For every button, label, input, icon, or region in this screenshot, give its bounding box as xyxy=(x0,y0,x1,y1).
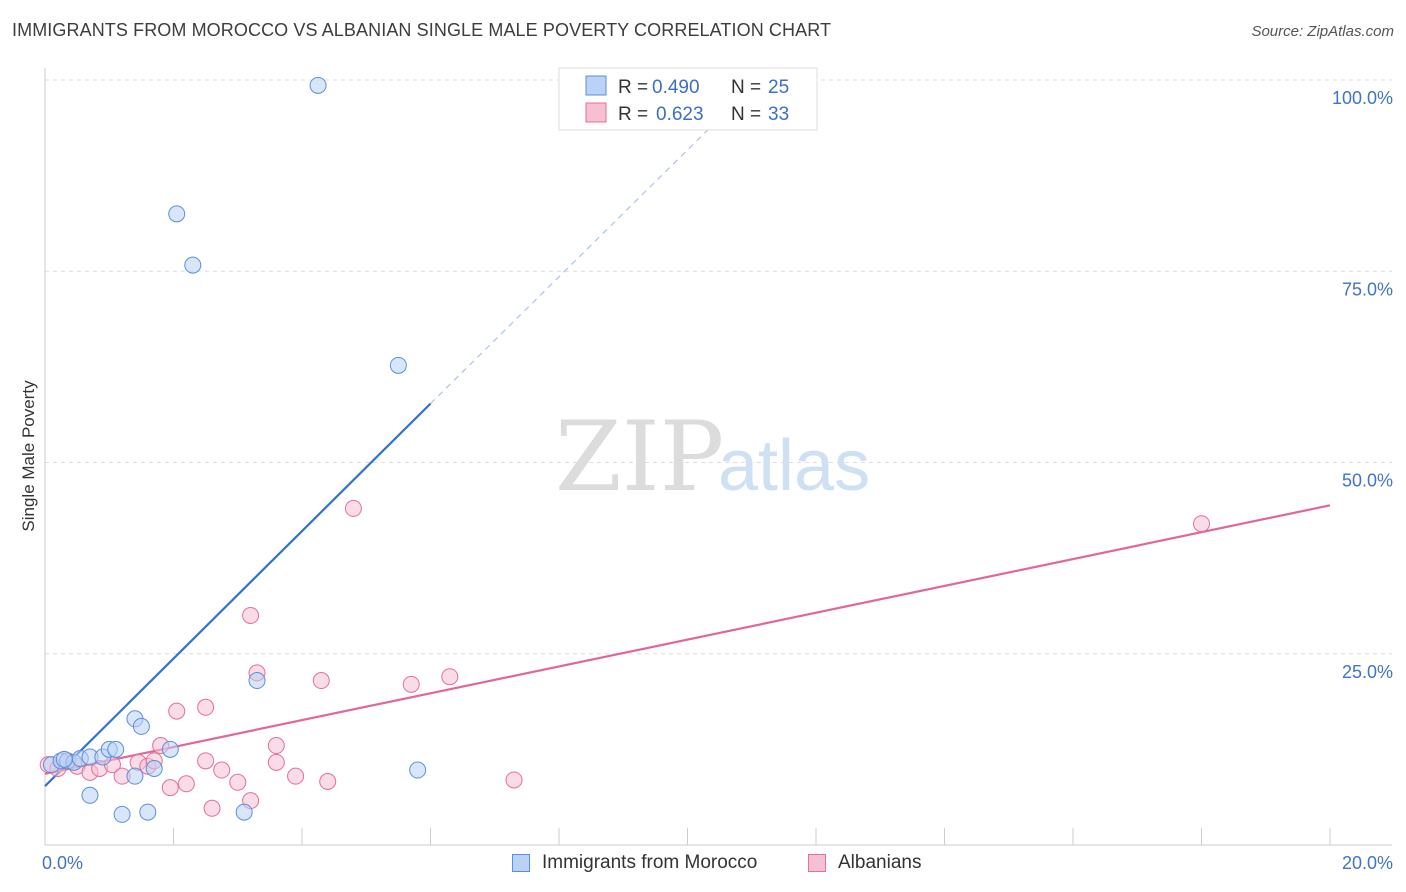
point-morocco xyxy=(139,803,157,821)
legend-label-morocco: Immigrants from Morocco xyxy=(542,852,758,873)
watermark-zip: ZIP xyxy=(555,401,724,513)
series-legend: Immigrants from Morocco Albanians xyxy=(0,852,1406,878)
point-albanians xyxy=(229,773,247,791)
point-albanians xyxy=(267,753,285,771)
point-albanians xyxy=(319,773,337,791)
stats-legend: R = 0.490 N = 25 R = 0.623 N = 33 xyxy=(558,67,818,131)
legend-label-albanians: Albanians xyxy=(838,852,922,873)
point-albanians xyxy=(287,767,305,785)
y-tick-labels: 25.0% 50.0% 75.0% 100.0% xyxy=(1332,88,1393,682)
legend-n-value: 33 xyxy=(768,104,789,125)
point-albanians xyxy=(242,607,260,624)
point-morocco xyxy=(248,672,266,690)
point-morocco xyxy=(55,750,73,768)
point-morocco xyxy=(184,256,202,274)
point-albanians xyxy=(505,771,523,789)
legend-swatch-albanians xyxy=(808,854,826,872)
point-morocco xyxy=(126,767,144,785)
point-morocco xyxy=(161,740,179,758)
point-albanians xyxy=(402,675,420,693)
point-albanians xyxy=(197,752,215,770)
point-morocco xyxy=(409,761,427,779)
point-morocco xyxy=(168,205,186,223)
point-albanians xyxy=(312,672,330,690)
point-albanians xyxy=(177,775,195,793)
legend-swatch-morocco xyxy=(512,854,530,872)
trendline-albanians xyxy=(44,504,1331,775)
point-albanians xyxy=(197,698,215,716)
legend-swatch-pink xyxy=(585,102,607,123)
y-tick-label: 75.0% xyxy=(1342,279,1393,299)
legend-r-value: 0.623 xyxy=(656,104,704,125)
point-albanians xyxy=(203,799,221,817)
point-albanians xyxy=(441,668,459,686)
trendline-morocco-extension xyxy=(430,117,721,405)
point-morocco xyxy=(132,717,150,735)
point-albanians xyxy=(267,737,285,755)
trendlines xyxy=(44,117,1331,787)
y-tick-label: 50.0% xyxy=(1342,471,1393,491)
x-tick-label: 20.0% xyxy=(1342,853,1393,873)
point-morocco xyxy=(145,760,163,777)
legend-r-label: R = xyxy=(618,77,648,98)
axes xyxy=(44,68,1392,846)
y-axis-label: Single Male Poverty xyxy=(19,380,38,532)
y-tick-label: 100.0% xyxy=(1332,88,1393,108)
legend-n-label: N = xyxy=(731,104,761,125)
x-tick-label: 0.0% xyxy=(42,853,83,873)
point-albanians xyxy=(1193,515,1210,533)
legend-r-label: R = xyxy=(618,104,648,125)
x-tick-labels: 0.0% 20.0% xyxy=(42,853,1393,873)
point-morocco xyxy=(235,803,253,821)
source-label: Source: ZipAtlas.com xyxy=(1251,23,1394,40)
point-morocco xyxy=(81,786,99,804)
y-tick-label: 25.0% xyxy=(1342,662,1393,682)
legend-item-morocco: Immigrants from Morocco xyxy=(512,852,757,874)
legend-n-label: N = xyxy=(731,77,761,98)
point-albanians xyxy=(213,761,231,779)
trendline-morocco xyxy=(44,402,432,787)
data-points xyxy=(39,76,1210,823)
point-albanians xyxy=(161,779,179,797)
chart-title: IMMIGRANTS FROM MOROCCO VS ALBANIAN SING… xyxy=(12,20,832,40)
watermark-atlas: atlas xyxy=(718,426,870,506)
legend-r-value: 0.490 xyxy=(652,77,700,98)
legend-item-albanians: Albanians xyxy=(808,852,921,874)
point-morocco xyxy=(113,805,131,823)
point-morocco xyxy=(389,356,407,374)
point-albanians xyxy=(168,702,186,720)
legend-swatch-blue xyxy=(585,75,607,96)
point-morocco xyxy=(107,740,125,758)
point-albanians xyxy=(344,499,362,517)
legend-n-value: 25 xyxy=(768,77,789,98)
gridlines xyxy=(45,79,1392,655)
point-morocco xyxy=(309,76,327,94)
